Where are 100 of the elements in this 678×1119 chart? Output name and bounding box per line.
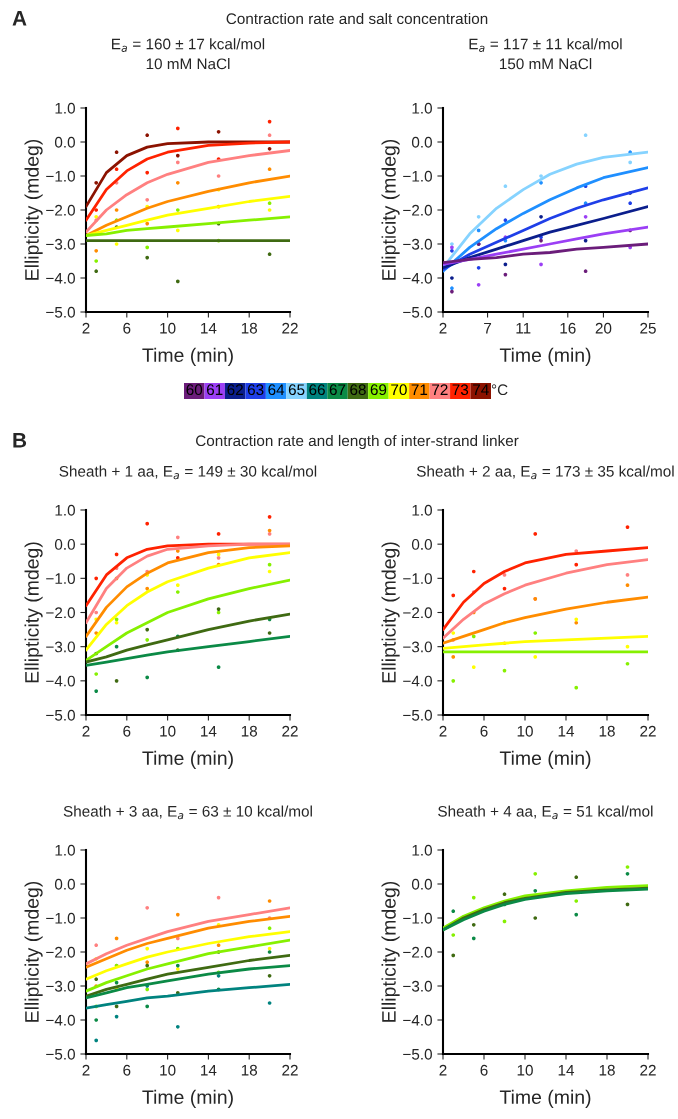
x-tick-label: 14	[201, 725, 217, 737]
x-tick-label: 7	[484, 322, 492, 334]
chart-title: Sheath + 2 aa, E$_{a}$ = 173 ± 35 kcal/mol	[416, 465, 674, 480]
x-tick-label: 20	[595, 322, 612, 334]
y-tick-label: 1.0	[412, 504, 432, 516]
x-tick-label: 18	[241, 322, 258, 334]
x-tick-label: 22	[282, 322, 298, 334]
x-tick-label: 68	[350, 384, 366, 396]
y-axis-title: Ellipticity (mdeg)	[381, 881, 400, 1022]
x-tick-label: 66	[309, 384, 325, 396]
x-tick-label: 61	[206, 384, 223, 396]
x-tick-label: 10	[517, 725, 533, 737]
text: A	[12, 11, 27, 26]
y-tick-label: −5.0	[46, 306, 75, 318]
x-tick-label: 2	[439, 725, 447, 737]
x-tick-label: 2	[82, 725, 90, 737]
y-tick-label: 0.0	[54, 136, 75, 148]
y-tick-label: −5.0	[403, 1048, 432, 1060]
y-tick-label: −1.0	[403, 573, 432, 585]
x-tick-label: 14	[201, 322, 217, 334]
x-tick-label: 60	[186, 384, 203, 396]
y-tick-label: 1.0	[412, 102, 432, 114]
x-tick-label: 2	[439, 322, 447, 334]
y-tick-label: −5.0	[403, 306, 432, 318]
x-axis-title: Time (min)	[499, 1089, 591, 1108]
x-tick-label: 10	[160, 1064, 176, 1076]
x-tick-label: 70	[391, 384, 407, 396]
y-tick-label: −2.0	[403, 946, 432, 958]
y-tick-label: −3.0	[46, 641, 75, 653]
chart-title: Sheath + 1 aa, E$_{a}$ = 149 ± 30 kcal/mol	[59, 465, 317, 480]
y-tick-label: −3.0	[46, 238, 75, 250]
x-tick-label: 63	[247, 384, 264, 396]
y-tick-label: −1.0	[46, 912, 75, 924]
x-tick-label: 16	[560, 322, 576, 334]
y-tick-label: −1.0	[403, 912, 432, 924]
y-tick-label: −2.0	[403, 204, 432, 216]
x-tick-label: 22	[640, 725, 656, 737]
x-tick-label: 65	[288, 384, 305, 396]
y-tick-label: 1.0	[412, 844, 432, 856]
y-tick-label: −4.0	[403, 272, 432, 284]
x-tick-label: 22	[282, 725, 298, 737]
y-tick-label: −3.0	[403, 238, 432, 250]
y-tick-label: 1.0	[55, 102, 75, 114]
x-tick-label: 10	[160, 725, 176, 737]
y-tick-label: 0.0	[411, 136, 432, 148]
x-tick-label: 71	[411, 384, 428, 395]
y-tick-label: −3.0	[46, 980, 75, 992]
y-axis-title: Ellipticity (mdeg)	[24, 139, 43, 280]
x-tick-label: 6	[123, 1064, 131, 1076]
y-axis-title: Ellipticity (mdeg)	[381, 542, 400, 683]
x-tick-label: 6	[480, 725, 488, 737]
x-tick-label: 2	[82, 322, 90, 334]
y-tick-label: −4.0	[46, 675, 75, 687]
y-tick-label: −5.0	[403, 709, 432, 721]
y-axis-title: Ellipticity (mdeg)	[24, 542, 43, 683]
x-tick-label: 74	[473, 384, 489, 395]
y-tick-label: −4.0	[46, 1014, 75, 1026]
x-tick-label: 25	[640, 322, 656, 334]
y-tick-label: 1.0	[55, 844, 75, 856]
y-tick-label: −5.0	[46, 1048, 75, 1060]
x-axis-title: Time (min)	[142, 347, 233, 366]
x-tick-label: 2	[82, 1064, 90, 1076]
x-tick-label: 6	[123, 725, 131, 737]
y-tick-label: −5.0	[46, 709, 75, 721]
x-tick-label: 64	[268, 384, 285, 396]
chart-title: Sheath + 3 aa, E$_{a}$ = 63 ± 10 kcal/mol	[63, 805, 312, 820]
y-tick-label: −1.0	[46, 170, 75, 182]
chart-subtitle: 150 mM NaCl	[499, 58, 592, 70]
text: Contraction rate and salt concentration	[226, 12, 488, 25]
chart-title: E$_{a}$ = 160 ± 17 kcal/mol	[112, 38, 265, 52]
y-axis-title: Ellipticity (mdeg)	[381, 139, 400, 280]
chart-title: E$_{a}$ = 117 ± 11 kcal/mol	[469, 38, 622, 52]
y-tick-label: −3.0	[403, 980, 432, 992]
chart-subtitle: 10 mM NaCl	[146, 58, 230, 70]
x-tick-label: 18	[241, 725, 258, 737]
x-tick-label: 18	[241, 1064, 258, 1076]
x-tick-label: 22	[282, 1064, 298, 1076]
y-axis-title: Ellipticity (mdeg)	[24, 881, 43, 1022]
x-tick-label: 6	[480, 1064, 488, 1076]
y-tick-label: 0.0	[411, 539, 432, 550]
text: Contraction rate and length of inter-strand linker	[196, 434, 519, 450]
legend-title: °C	[491, 384, 508, 396]
y-tick-label: 0.0	[54, 878, 75, 890]
y-tick-label: 0.0	[54, 539, 75, 550]
x-tick-label: 14	[201, 1064, 217, 1076]
y-tick-label: −2.0	[403, 607, 432, 619]
x-tick-label: 6	[123, 322, 131, 334]
x-tick-label: 10	[517, 1064, 533, 1076]
x-tick-label: 11	[516, 322, 531, 334]
y-tick-label: −4.0	[46, 272, 75, 284]
x-tick-label: 14	[558, 1064, 575, 1076]
text: B	[13, 433, 27, 448]
y-tick-label: −1.0	[403, 170, 432, 182]
x-tick-label: 72	[432, 384, 448, 395]
y-tick-label: −2.0	[46, 204, 75, 216]
x-axis-title: Time (min)	[499, 750, 591, 769]
y-tick-label: −2.0	[46, 946, 75, 958]
x-axis-title: Time (min)	[499, 347, 591, 366]
x-tick-label: 73	[452, 384, 469, 396]
y-tick-label: 0.0	[411, 878, 432, 890]
